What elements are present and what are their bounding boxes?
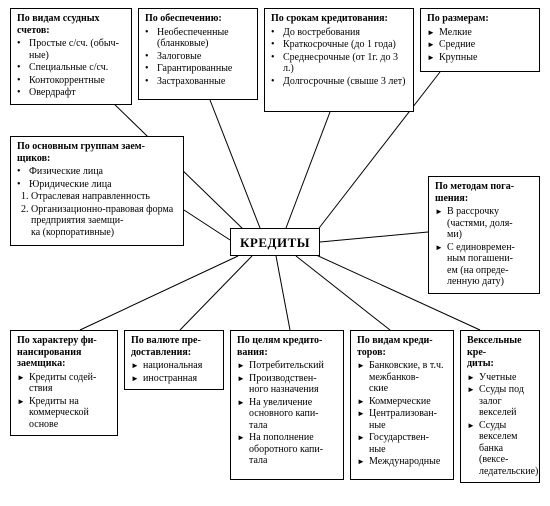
- list-item: иностранная: [143, 373, 217, 385]
- node-items: МелкиеСредниеКрупные: [427, 27, 533, 64]
- list-item: В рассрочку (частями, доля-ми): [447, 206, 533, 241]
- node-title: По характеру фи-нансирования заемщика:: [17, 335, 111, 370]
- edge: [276, 256, 290, 330]
- list-item: Необеспеченные (бланковые): [157, 27, 251, 50]
- list-item: До востребования: [283, 27, 407, 39]
- list-item: национальная: [143, 360, 217, 372]
- node-title: По размерам:: [427, 13, 533, 25]
- list-item: Крупные: [439, 52, 533, 64]
- list-item: Физические лица: [29, 166, 177, 178]
- node-items: Кредиты содей-ствияКредиты на коммерческ…: [17, 372, 111, 431]
- list-item: Кредиты содей-ствия: [29, 372, 111, 395]
- node-title: Вексельные кре-диты:: [467, 335, 533, 370]
- edge: [320, 232, 428, 242]
- node-collateral: По обеспечению: Необеспеченные (бланковые…: [138, 8, 258, 100]
- node-items: национальнаяиностранная: [131, 360, 217, 384]
- node-borrowers: По основным группам заем-щиков:Физически…: [10, 136, 184, 246]
- node-title: По методам пога-шения:: [435, 181, 533, 204]
- node-items: Физические лицаЮридические лица: [17, 166, 177, 190]
- list-item: Средние: [439, 39, 533, 51]
- node-items: Банковские, в т.ч. межбанков-скиеКоммерч…: [357, 360, 447, 468]
- node-title: По целям кредито-вания:: [237, 335, 337, 358]
- node-numbered: Отраслевая направленностьОрганизационно-…: [17, 191, 177, 238]
- list-item: Отраслевая направленность: [31, 191, 177, 203]
- list-item: Международные: [369, 456, 447, 468]
- edge: [210, 100, 260, 228]
- node-size: По размерам: МелкиеСредниеКрупные: [420, 8, 540, 72]
- node-title: По обеспечению:: [145, 13, 251, 25]
- list-item: Ссуды векселем банка (вексе-ледательские…: [479, 420, 533, 478]
- node-term: По срокам кредитования: До востребованияК…: [264, 8, 414, 112]
- list-item: На пополнение оборотного капи-тала: [249, 432, 337, 467]
- edge: [286, 112, 330, 228]
- node-accounts: По видам ссудных счетов:Простые с/сч. (о…: [10, 8, 132, 105]
- edge: [184, 210, 230, 240]
- node-items: УчетныеСсуды под залог векселейСсуды век…: [467, 372, 533, 478]
- node-creditors: По видам креди-торов:Банковские, в т.ч. …: [350, 330, 454, 480]
- list-item: Краткосрочные (до 1 года): [283, 39, 407, 51]
- center-node: КРЕДИТЫ: [230, 228, 320, 256]
- edge: [296, 256, 390, 330]
- list-item: Централизован-ные: [369, 408, 447, 431]
- node-items: Простые с/сч. (обыч-ные)Специальные с/сч…: [17, 38, 125, 99]
- node-currency: По валюте пре-доставления:национальнаяин…: [124, 330, 224, 390]
- list-item: Государствен-ные: [369, 432, 447, 455]
- node-items: ПотребительскийПроизводствен-ного назнач…: [237, 360, 337, 467]
- node-items: В рассрочку (частями, доля-ми)С единовре…: [435, 206, 533, 288]
- node-title: По видам креди-торов:: [357, 335, 447, 358]
- list-item: Долгосрочные (свыше 3 лет): [283, 76, 407, 88]
- list-item: Контокоррентные: [29, 75, 125, 87]
- center-label: КРЕДИТЫ: [240, 235, 310, 250]
- list-item: Потребительский: [249, 360, 337, 372]
- node-repayment: По методам пога-шения:В рассрочку (частя…: [428, 176, 540, 294]
- node-purpose: По целям кредито-вания:ПотребительскийПр…: [230, 330, 344, 480]
- list-item: С единовремен-ным погашени-ем (на опреде…: [447, 242, 533, 288]
- list-item: Кредиты на коммерческой основе: [29, 396, 111, 431]
- node-title: По валюте пре-доставления:: [131, 335, 217, 358]
- edge: [80, 256, 238, 330]
- list-item: Учетные: [479, 372, 533, 384]
- list-item: Специальные с/сч.: [29, 62, 125, 74]
- list-item: Гарантированные: [157, 63, 251, 75]
- list-item: На увеличение основного капи-тала: [249, 397, 337, 432]
- list-item: Производствен-ного назначения: [249, 373, 337, 396]
- list-item: Коммерческие: [369, 396, 447, 408]
- node-title: По основным группам заем-щиков:: [17, 141, 177, 164]
- list-item: Застрахованные: [157, 76, 251, 88]
- node-items: До востребованияКраткосрочные (до 1 года…: [271, 27, 407, 88]
- list-item: Овердрафт: [29, 87, 125, 99]
- edge: [180, 256, 252, 330]
- node-title: По видам ссудных счетов:: [17, 13, 125, 36]
- node-financing: По характеру фи-нансирования заемщика:Кр…: [10, 330, 118, 436]
- list-item: Среднесрочные (от 1г. до 3 л.): [283, 52, 407, 75]
- list-item: Простые с/сч. (обыч-ные): [29, 38, 125, 61]
- diagram-canvas: { "center": { "label": "КРЕДИТЫ", "x": 2…: [0, 0, 550, 506]
- node-bill: Вексельные кре-диты:УчетныеСсуды под зал…: [460, 330, 540, 483]
- list-item: Юридические лица: [29, 179, 177, 191]
- node-items: Необеспеченные (бланковые)ЗалоговыеГаран…: [145, 27, 251, 88]
- list-item: Организационно-правовая форма предприяти…: [31, 204, 177, 239]
- node-title: По срокам кредитования:: [271, 13, 407, 25]
- list-item: Залоговые: [157, 51, 251, 63]
- list-item: Банковские, в т.ч. межбанков-ские: [369, 360, 447, 395]
- list-item: Мелкие: [439, 27, 533, 39]
- list-item: Ссуды под залог векселей: [479, 384, 533, 419]
